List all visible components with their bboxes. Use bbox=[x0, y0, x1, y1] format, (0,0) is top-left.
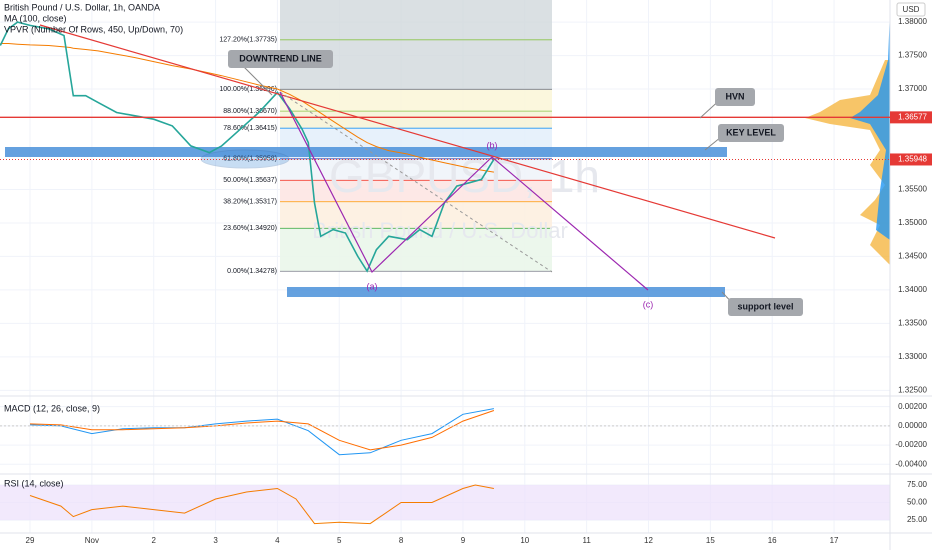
volume-profile bbox=[805, 60, 890, 265]
y-tick-label: 1.33000 bbox=[898, 352, 927, 361]
support-zone bbox=[287, 287, 725, 297]
y-tick-label: -0.00400 bbox=[895, 459, 927, 468]
rsi-band bbox=[0, 485, 890, 521]
y-tick-label: 1.33500 bbox=[898, 318, 927, 327]
callout-text: support level bbox=[737, 301, 793, 311]
x-tick-label: 17 bbox=[830, 536, 839, 545]
hvn-price-label: 1.36577 bbox=[898, 112, 927, 121]
x-tick-label: 8 bbox=[399, 536, 404, 545]
y-tick-label: 1.38000 bbox=[898, 17, 927, 26]
fib-band bbox=[280, 201, 552, 229]
y-tick-label: 1.32500 bbox=[898, 385, 927, 394]
fib-label: 50.00%(1.35637) bbox=[223, 177, 277, 184]
volume-profile-up bbox=[850, 10, 890, 240]
fib-band bbox=[280, 111, 552, 129]
x-tick-label: 3 bbox=[213, 536, 218, 545]
callout-text: HVN bbox=[725, 91, 744, 101]
y-tick-label: 25.00 bbox=[907, 515, 928, 524]
y-tick-label: 0.00200 bbox=[898, 402, 927, 411]
x-tick-label: 9 bbox=[461, 536, 466, 545]
fib-label: 127.20%(1.37735) bbox=[219, 37, 277, 44]
y-tick-label: 1.35500 bbox=[898, 185, 927, 194]
fib-label: 78.60%(1.36415) bbox=[223, 125, 277, 132]
rsi-legend: RSI (14, close) bbox=[4, 478, 64, 488]
y-tick-label: 1.37000 bbox=[898, 84, 927, 93]
wave-label: (b) bbox=[487, 140, 498, 150]
x-tick-label: 15 bbox=[706, 536, 715, 545]
x-tick-label: 4 bbox=[275, 536, 280, 545]
last-price-box bbox=[890, 153, 932, 166]
y-tick-label: 0.00000 bbox=[898, 421, 927, 430]
fib-upper-zone bbox=[280, 0, 552, 90]
callout-box bbox=[228, 50, 333, 68]
currency-box bbox=[896, 2, 926, 17]
wave-label: (a) bbox=[367, 281, 378, 291]
series-line bbox=[0, 43, 494, 173]
fib-label: 88.00%(1.36670) bbox=[223, 108, 277, 115]
key-level-zone bbox=[5, 147, 727, 157]
y-tick-label: 1.34000 bbox=[898, 285, 927, 294]
fib-highlight bbox=[200, 149, 290, 169]
y-tick-label: 1.34500 bbox=[898, 252, 927, 261]
y-tick-label: 75.00 bbox=[907, 480, 928, 489]
last-price-label: 1.35948 bbox=[898, 155, 927, 164]
series-line bbox=[29, 408, 494, 456]
fib-label: 0.00%(1.34278) bbox=[227, 268, 277, 275]
fib-diagonal bbox=[279, 91, 553, 273]
x-tick-label: 12 bbox=[644, 536, 653, 545]
series-line bbox=[0, 21, 495, 273]
x-tick-label: Nov bbox=[85, 536, 99, 545]
macd-legend: MACD (12, 26, close, 9) bbox=[4, 403, 100, 413]
fib-band bbox=[280, 228, 552, 272]
x-tick-label: 2 bbox=[151, 536, 156, 545]
callout-text: DOWNTREND LINE bbox=[239, 53, 322, 63]
y-tick-label: -0.00200 bbox=[895, 440, 927, 449]
wave-label: (c) bbox=[643, 299, 654, 309]
callout-box bbox=[715, 88, 755, 106]
x-tick-label: 29 bbox=[26, 536, 35, 545]
chart-title: British Pound / U.S. Dollar, 1h, OANDA bbox=[4, 2, 160, 12]
x-tick-label: 11 bbox=[582, 536, 591, 545]
ma-legend: MA (100, close) bbox=[4, 13, 67, 23]
fib-band bbox=[280, 89, 552, 112]
y-tick-label: 1.37500 bbox=[898, 51, 927, 60]
fib-label: 61.80%(1.35958) bbox=[223, 156, 277, 163]
fib-label: 38.20%(1.35317) bbox=[223, 199, 277, 206]
downtrend-line bbox=[39, 24, 776, 239]
fib-label: 23.60%(1.34920) bbox=[223, 225, 277, 232]
callout-text: KEY LEVEL bbox=[726, 127, 776, 137]
x-tick-label: 16 bbox=[768, 536, 777, 545]
vpvr-legend: VPVR (Number Of Rows, 450, Up/Down, 70) bbox=[4, 24, 183, 34]
abc-wave bbox=[279, 91, 649, 291]
x-tick-label: 10 bbox=[520, 536, 529, 545]
series-line bbox=[29, 410, 495, 451]
series-line bbox=[29, 484, 494, 525]
callout-box bbox=[728, 298, 803, 316]
y-tick-label: 1.35000 bbox=[898, 218, 927, 227]
drawings bbox=[0, 0, 890, 533]
fib-label: 100.00%(1.36996) bbox=[219, 86, 277, 93]
watermark: GBPUSD, 1h bbox=[329, 150, 600, 202]
x-tick-label: 5 bbox=[337, 536, 342, 545]
y-tick-label: 50.00 bbox=[907, 498, 928, 507]
fib-band bbox=[280, 180, 552, 202]
currency: USD bbox=[903, 5, 920, 14]
hvn-price-box bbox=[890, 111, 932, 124]
callout-box bbox=[718, 124, 784, 142]
